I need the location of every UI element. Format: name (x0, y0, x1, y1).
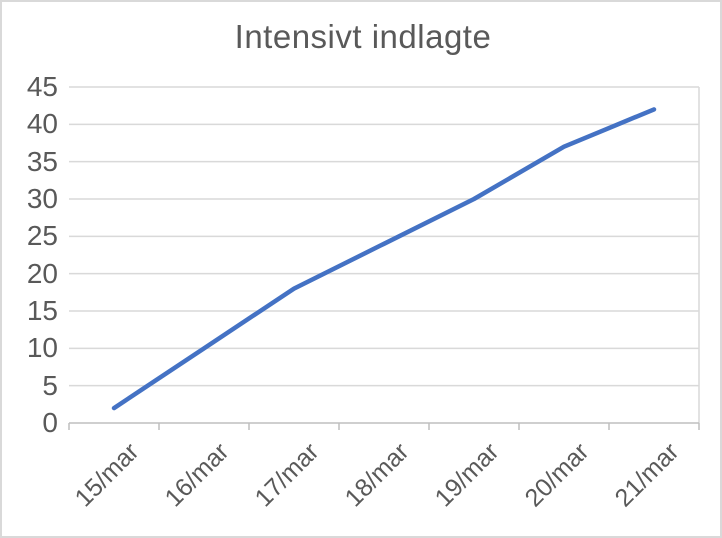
y-axis-tick-label: 25 (26, 220, 58, 252)
data-series (111, 107, 657, 411)
data-series-line (111, 107, 657, 411)
y-axis-tick-label: 40 (26, 108, 58, 140)
y-axis-tick-label: 35 (26, 145, 58, 177)
y-axis-tick-label: 5 (42, 369, 58, 401)
y-axis-tick-label: 0 (42, 407, 58, 438)
gridlines (69, 86, 700, 423)
y-axis-tick-label: 10 (26, 332, 58, 364)
y-axis-tick-label: 15 (26, 295, 58, 326)
y-axis-tick-label: 20 (26, 257, 58, 289)
y-axis-tick-label: 30 (26, 183, 58, 214)
y-axis-tick-label: 45 (26, 71, 58, 102)
axes (68, 422, 700, 430)
chart-title: Intensivt indlagte (234, 18, 492, 55)
